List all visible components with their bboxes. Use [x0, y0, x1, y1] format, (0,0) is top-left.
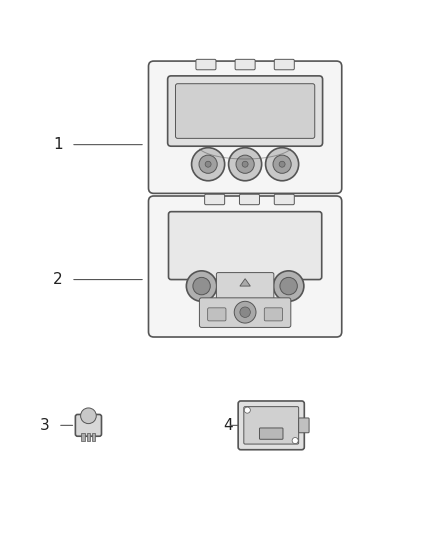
FancyBboxPatch shape [196, 59, 216, 70]
Circle shape [242, 161, 248, 167]
FancyBboxPatch shape [208, 308, 226, 321]
Circle shape [292, 438, 298, 443]
FancyBboxPatch shape [199, 298, 291, 327]
FancyBboxPatch shape [274, 194, 294, 205]
Circle shape [240, 307, 251, 318]
Bar [92, 433, 95, 441]
Circle shape [193, 277, 210, 295]
FancyBboxPatch shape [205, 194, 225, 205]
Circle shape [279, 161, 285, 167]
Circle shape [273, 271, 304, 301]
Circle shape [280, 277, 297, 295]
Circle shape [244, 407, 251, 413]
FancyBboxPatch shape [274, 59, 294, 70]
Circle shape [273, 155, 291, 173]
Text: 3: 3 [40, 418, 50, 433]
FancyBboxPatch shape [176, 84, 315, 139]
Circle shape [229, 148, 261, 181]
Bar [81, 433, 85, 441]
Circle shape [234, 301, 256, 323]
Circle shape [186, 271, 217, 301]
Text: 1: 1 [53, 137, 63, 152]
Circle shape [191, 148, 225, 181]
FancyBboxPatch shape [244, 407, 299, 444]
FancyBboxPatch shape [238, 401, 304, 450]
Text: 2: 2 [53, 272, 63, 287]
Circle shape [236, 155, 254, 173]
FancyBboxPatch shape [264, 308, 283, 321]
FancyBboxPatch shape [148, 196, 342, 337]
Polygon shape [239, 147, 252, 158]
FancyBboxPatch shape [75, 415, 102, 436]
FancyBboxPatch shape [299, 418, 309, 433]
Circle shape [205, 161, 211, 167]
Circle shape [265, 148, 299, 181]
FancyBboxPatch shape [148, 61, 342, 193]
FancyBboxPatch shape [216, 272, 274, 302]
FancyBboxPatch shape [259, 428, 283, 439]
Bar [87, 433, 90, 441]
FancyBboxPatch shape [240, 194, 259, 205]
Circle shape [199, 155, 217, 173]
FancyBboxPatch shape [235, 59, 255, 70]
FancyBboxPatch shape [168, 76, 322, 146]
Text: 4: 4 [223, 418, 233, 433]
Circle shape [81, 408, 96, 424]
Polygon shape [240, 279, 251, 286]
FancyBboxPatch shape [169, 212, 322, 279]
